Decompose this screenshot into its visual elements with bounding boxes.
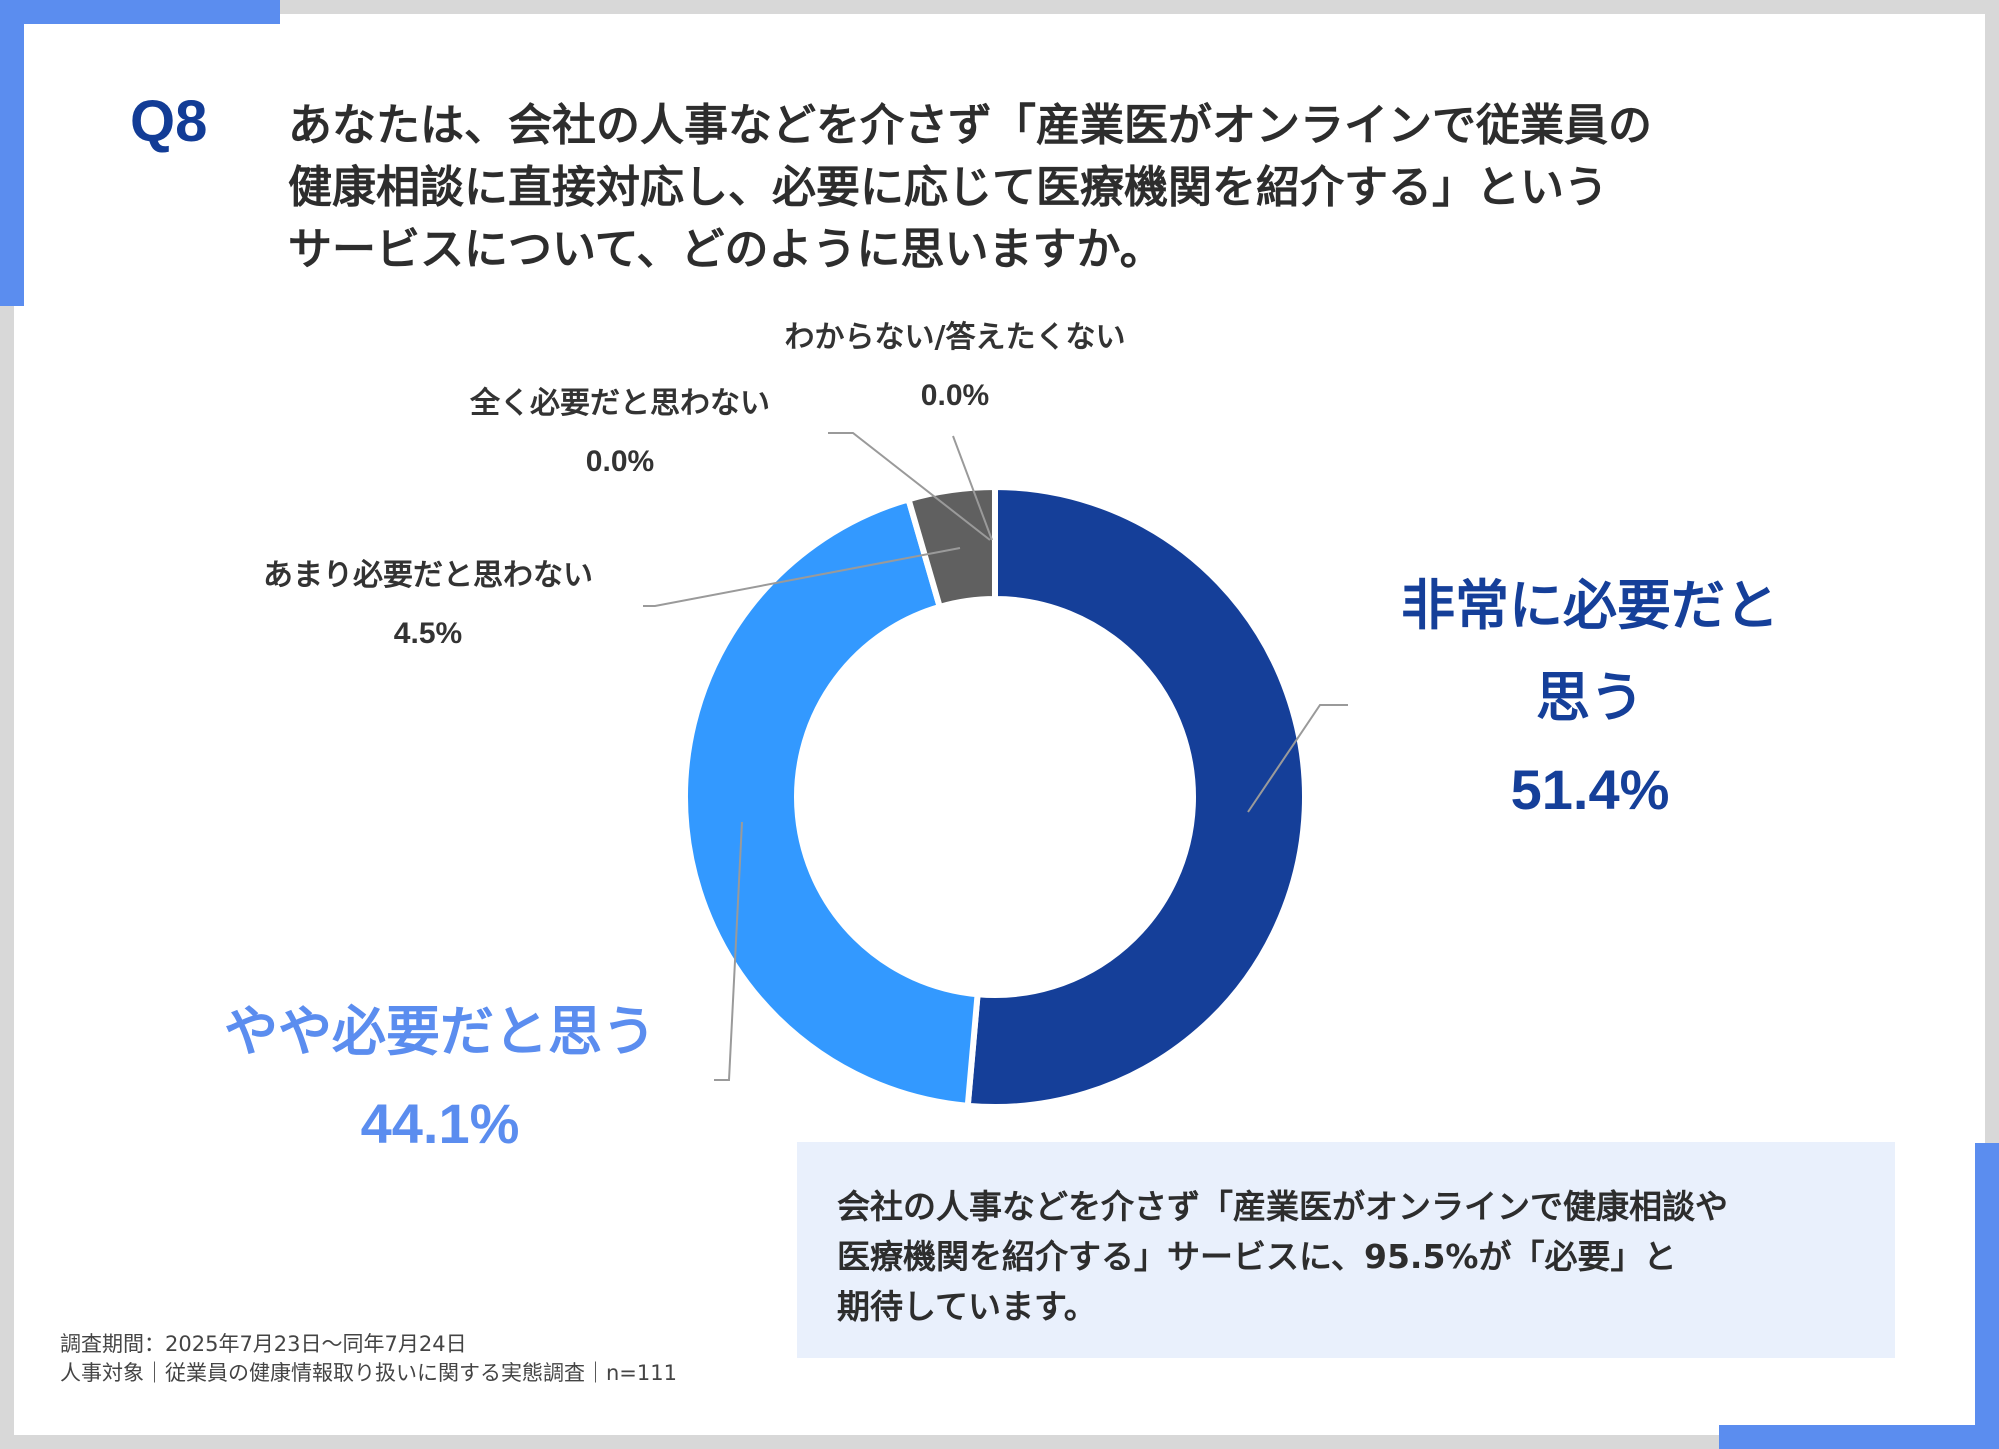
- label-text: 全く必要だと思わない: [470, 386, 770, 421]
- summary-line: 会社の人事などを介さず「産業医がオンラインで健康相談や: [837, 1187, 1728, 1226]
- label-text: 非常に必要だと: [1401, 574, 1779, 637]
- label-very-necessary: 非常に必要だと 思う 51.4%: [1380, 560, 1800, 836]
- question-line: あなたは、会社の人事などを介さず「産業医がオンラインで従業員の: [288, 100, 1652, 151]
- corner-accent-bottom-right-vertical: [1975, 1143, 1999, 1449]
- summary-text: 会社の人事などを介さず「産業医がオンラインで健康相談や 医療機関を紹介する」サー…: [797, 1142, 1897, 1332]
- data-label: 0.0%: [920, 379, 990, 412]
- summary-line: 期待しています。: [837, 1287, 1097, 1326]
- leader-line-somewhat-necessary: [714, 821, 743, 1081]
- label-text: やや必要だと思う: [224, 1000, 656, 1063]
- survey-period: 調査期間：2025年7月23日〜同年7月24日: [60, 1332, 467, 1356]
- label-not-very-necessary: あまり必要だと思わない 4.5%: [228, 556, 628, 654]
- label-somewhat-necessary: やや必要だと思う 44.1%: [180, 986, 700, 1170]
- question-text: あなたは、会社の人事などを介さず「産業医がオンラインで従業員の 健康相談に直接対…: [288, 95, 1848, 281]
- label-text: わからない/答えたくない: [784, 320, 1126, 355]
- corner-accent-top-left-horizontal: [0, 0, 280, 24]
- corner-accent-top-left-vertical: [0, 0, 24, 306]
- label-dont-know: わからない/答えたくない 0.0%: [740, 318, 1170, 416]
- data-label: 44.1%: [360, 1092, 520, 1155]
- question-line: サービスについて、どのように思いますか。: [288, 224, 1164, 275]
- leader-line-not-very-necessary: [643, 547, 961, 607]
- label-text: 思う: [1536, 666, 1644, 729]
- question-number: Q8: [130, 89, 208, 154]
- footer-notes: 調査期間：2025年7月23日〜同年7月24日 人事対象｜従業員の健康情報取り扱…: [60, 1330, 677, 1388]
- label-not-necessary-at-all: 全く必要だと思わない 0.0%: [430, 384, 810, 482]
- data-label: 4.5%: [393, 617, 463, 650]
- label-text: あまり必要だと思わない: [263, 558, 593, 593]
- leader-line-not-necessary-at-all: [828, 432, 991, 541]
- summary-line: 医療機関を紹介する」サービスに、95.5%が「必要」と: [837, 1237, 1677, 1276]
- data-label: 0.0%: [585, 445, 655, 478]
- summary-box: 会社の人事などを介さず「産業医がオンラインで健康相談や 医療機関を紹介する」サー…: [797, 1142, 1895, 1358]
- slice-somewhat-necessary: [682, 495, 981, 1110]
- data-label: 51.4%: [1510, 758, 1670, 821]
- question-line: 健康相談に直接対応し、必要に応じて医療機関を紹介する」という: [288, 162, 1608, 213]
- slice-not-very-necessary: [904, 483, 998, 611]
- leader-line-very-necessary: [1247, 704, 1348, 813]
- survey-description: 人事対象｜従業員の健康情報取り扱いに関する実態調査｜n=111: [60, 1361, 677, 1385]
- corner-accent-bottom-right-horizontal: [1719, 1425, 1999, 1449]
- leader-line-dont-know: [952, 435, 993, 541]
- slice-very-necessary: [964, 483, 1308, 1110]
